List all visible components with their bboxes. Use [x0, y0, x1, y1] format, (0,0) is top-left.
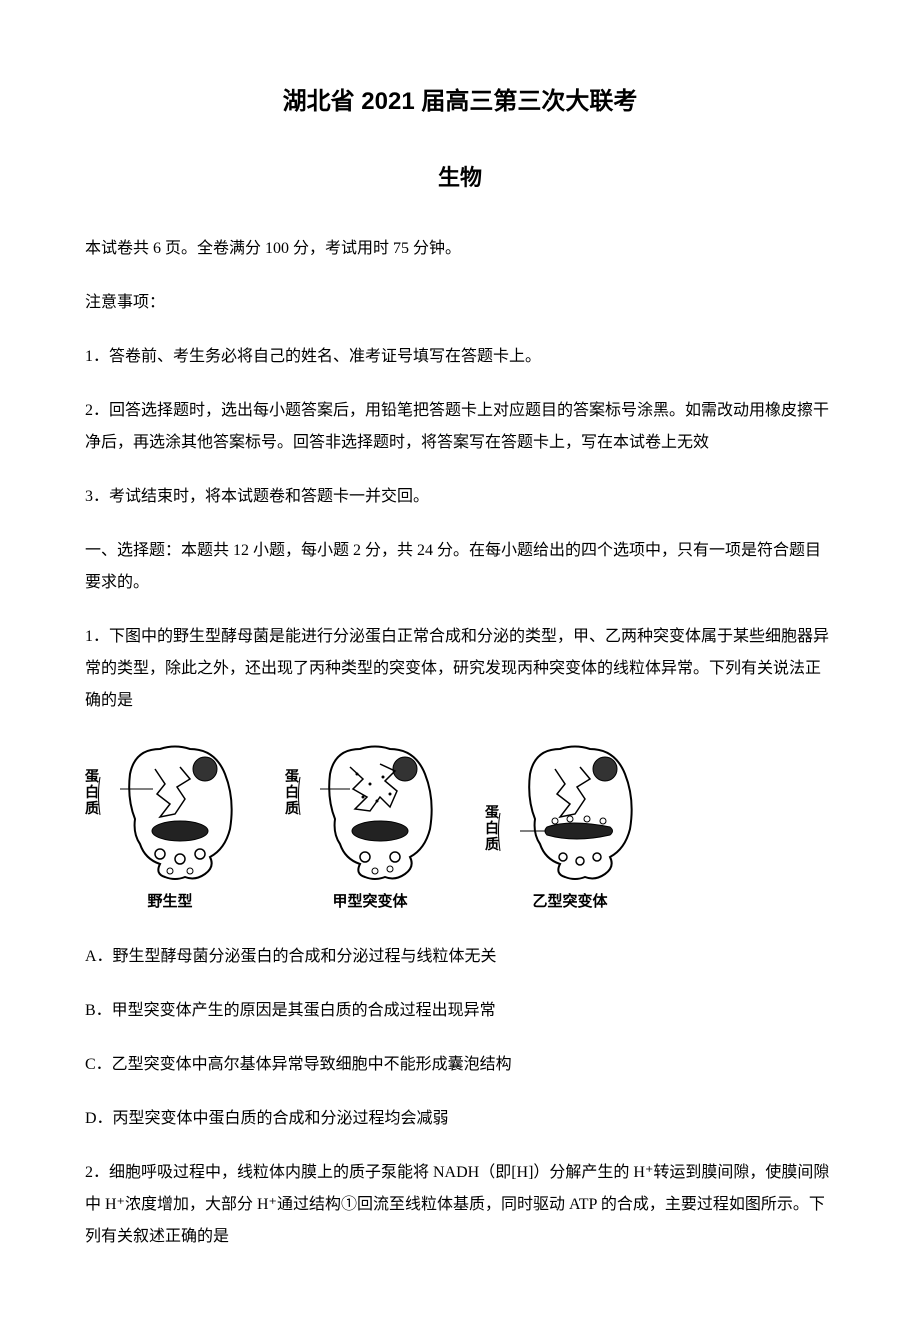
paper-info: 本试卷共 6 页。全卷满分 100 分，考试用时 75 分钟。 [85, 233, 835, 265]
notice-2: 2．回答选择题时，选出每小题答案后，用铅笔把答题卡上对应题目的答案标号涂黑。如需… [85, 395, 835, 459]
q1-option-b: B．甲型突变体产生的原因是其蛋白质的合成过程出现异常 [85, 995, 835, 1027]
figure-label-wild: 野生型 [147, 889, 192, 916]
cell-diagram-mutant-a: 蛋 白 质 [285, 739, 455, 884]
svg-text:质: 质 [285, 800, 299, 817]
svg-text:蛋: 蛋 [485, 805, 499, 821]
svg-text:质: 质 [485, 836, 499, 853]
q1-option-d: D．丙型突变体中蛋白质的合成和分泌过程均会减弱 [85, 1103, 835, 1135]
figure-mutant-b: 蛋 白 质 乙型突变体 [485, 739, 655, 916]
q1-option-a: A．野生型酵母菌分泌蛋白的合成和分泌过程与线粒体无关 [85, 941, 835, 973]
svg-text:质: 质 [85, 800, 99, 817]
figure-label-mutant-b: 乙型突变体 [532, 889, 607, 916]
svg-text:蛋: 蛋 [85, 769, 99, 785]
svg-text:白: 白 [85, 784, 99, 801]
notice-1: 1．答卷前、考生务必将自己的姓名、准考证号填写在答题卡上。 [85, 341, 835, 373]
exam-title-main: 湖北省 2021 届高三第三次大联考 [85, 80, 835, 123]
q1-option-c: C．乙型突变体中高尔基体异常导致细胞中不能形成囊泡结构 [85, 1049, 835, 1081]
q1-figures-row: 蛋 白 质 野生型 蛋 白 质 甲型突变体 [85, 739, 835, 916]
exam-title-subject: 生物 [85, 158, 835, 198]
notice-label: 注意事项： [85, 287, 835, 319]
svg-text:白: 白 [285, 784, 299, 801]
figure-mutant-a: 蛋 白 质 甲型突变体 [285, 739, 455, 916]
notice-3: 3．考试结束时，将本试题卷和答题卡一并交回。 [85, 481, 835, 513]
cell-diagram-mutant-b: 蛋 白 质 [485, 739, 655, 884]
q1-stem: 1．下图中的野生型酵母菌是能进行分泌蛋白正常合成和分泌的类型，甲、乙两种突变体属… [85, 621, 835, 717]
q2-stem: 2．细胞呼吸过程中，线粒体内膜上的质子泵能将 NADH（即[H]）分解产生的 H… [85, 1157, 835, 1253]
section-1-heading: 一、选择题：本题共 12 小题，每小题 2 分，共 24 分。在每小题给出的四个… [85, 535, 835, 599]
figure-wild-type: 蛋 白 质 野生型 [85, 739, 255, 916]
figure-label-mutant-a: 甲型突变体 [332, 889, 407, 916]
svg-text:白: 白 [485, 820, 499, 837]
cell-diagram-wild: 蛋 白 质 [85, 739, 255, 884]
svg-text:蛋: 蛋 [285, 769, 299, 785]
